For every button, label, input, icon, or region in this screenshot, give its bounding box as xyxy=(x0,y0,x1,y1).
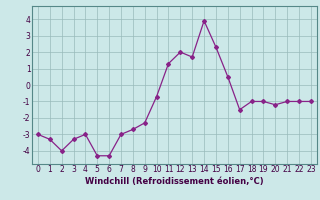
X-axis label: Windchill (Refroidissement éolien,°C): Windchill (Refroidissement éolien,°C) xyxy=(85,177,264,186)
